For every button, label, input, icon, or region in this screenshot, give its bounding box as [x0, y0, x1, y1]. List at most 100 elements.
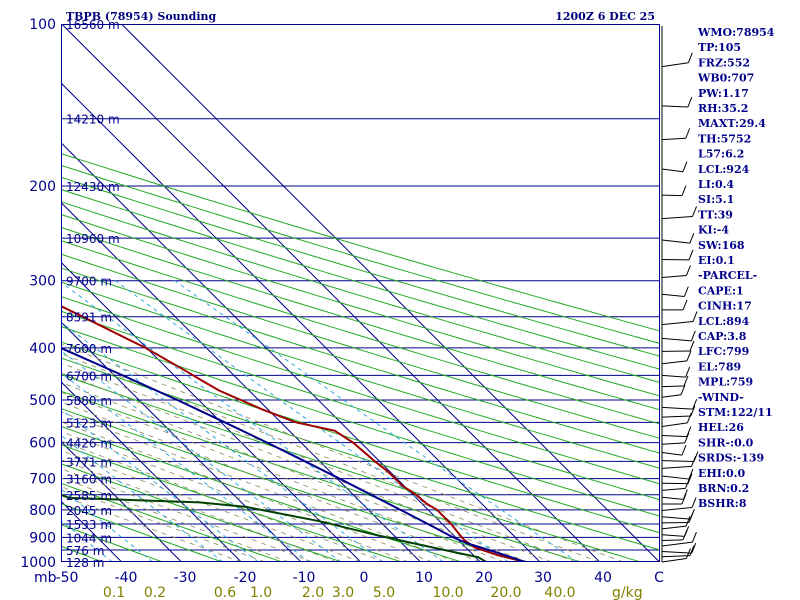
- pressure-tick-label: 600: [29, 436, 56, 452]
- wind-barb-staff: [661, 442, 685, 445]
- height-label: 1044 m: [66, 531, 112, 545]
- wind-barb-flag: [680, 384, 686, 395]
- wind-barb-staff: [661, 385, 684, 388]
- wind-barb: [662, 493, 687, 505]
- dry-adiabat-line: [62, 311, 660, 501]
- wind-barb: [661, 426, 692, 438]
- sounding-index: -PARCEL-: [698, 269, 757, 282]
- height-label: 6700 m: [66, 369, 112, 383]
- dry-adiabat-line: [62, 426, 462, 562]
- wind-barb-staff: [661, 534, 685, 537]
- moist-adiabat-line: [62, 392, 505, 562]
- wind-barb-staff: [661, 105, 688, 108]
- wind-barb-staff: [661, 239, 690, 244]
- sounding-index: BRN:0.2: [698, 482, 749, 495]
- wind-barb-staff: [661, 274, 687, 279]
- height-label: 128 m: [66, 556, 104, 570]
- wind-barb: [661, 512, 694, 524]
- sounding-index: CAPE:1: [698, 284, 744, 297]
- wind-barb: [661, 468, 694, 480]
- height-label: 16560 m: [66, 18, 120, 32]
- wind-barb: [661, 375, 689, 388]
- wind-barb-flag: [681, 493, 687, 505]
- wind-barb-staff: [661, 557, 687, 563]
- wind-barb: [661, 384, 686, 398]
- pressure-tick-label: 400: [29, 341, 56, 357]
- wind-barb-flag: [685, 265, 691, 276]
- isotherm-line: [62, 202, 421, 562]
- wind-barb-staff: [661, 555, 690, 558]
- dry-adiabat-line: [62, 189, 660, 370]
- parcel-path-line: [62, 347, 526, 562]
- isotherm-line: [62, 143, 481, 562]
- wind-barb-staff: [661, 487, 686, 491]
- wind-barb-staff: [661, 374, 686, 378]
- pressure-tick-label: 700: [29, 472, 56, 488]
- wind-barb-flag: [682, 529, 688, 541]
- pressure-tick-label: 100: [29, 17, 56, 33]
- sounding-index: CAP:3.8: [698, 330, 747, 343]
- wind-barb-flag: [683, 286, 689, 297]
- moist-adiabat-line: [62, 372, 553, 562]
- moist-adiabat-line: [62, 431, 409, 562]
- wind-barb: [661, 286, 689, 298]
- temperature-tick-label: -20: [234, 570, 257, 586]
- isotherm-line: [62, 83, 541, 562]
- dry-adiabat-line: [62, 463, 343, 562]
- wind-barb-flag: [689, 545, 695, 556]
- temperature-tick-label: 40: [594, 570, 612, 586]
- pressure-tick-label: 300: [29, 274, 56, 290]
- wind-barb-flag: [690, 405, 696, 417]
- wind-barb: [661, 478, 690, 491]
- moist-adiabat-line: [62, 440, 385, 562]
- wind-barb-staff: [661, 516, 691, 520]
- sounding-index: MAXT:29.4: [698, 117, 766, 130]
- moist-adiabat-line: [62, 421, 433, 562]
- dry-adiabat-line: [62, 165, 660, 345]
- wind-barb-flag: [685, 478, 690, 489]
- wind-barb-staff: [661, 394, 682, 398]
- temperature-tick-label: -30: [174, 570, 197, 586]
- wind-barb-staff: [661, 541, 693, 547]
- sounding-index: LCL:924: [698, 163, 750, 176]
- wind-barb-staff: [661, 137, 686, 141]
- sounding-index: WB0:707: [697, 72, 754, 85]
- height-label: 3771 m: [66, 455, 112, 469]
- isotherm-line: [62, 24, 601, 562]
- dry-adiabat-line: [62, 391, 582, 562]
- height-label: 5880 m: [66, 394, 112, 408]
- isotherm-line: [62, 382, 242, 562]
- pressure-tick-label: 800: [29, 503, 56, 519]
- height-label: 7600 m: [66, 342, 112, 356]
- moist-adiabat-line: [62, 344, 624, 562]
- sounding-index: KI:-4: [698, 224, 729, 237]
- dry-adiabat-line: [62, 374, 641, 562]
- moist-adiabat-line: [62, 402, 481, 562]
- mixing-ratio-line: [62, 350, 342, 562]
- wind-barb-flag: [682, 299, 688, 311]
- wind-barb-flag: [691, 531, 697, 543]
- dry-adiabat-line: [62, 153, 660, 332]
- sounding-time: 1200Z 6 DEC 25: [555, 10, 655, 23]
- sounding-index: TP:105: [698, 41, 741, 54]
- dry-adiabat-line: [62, 227, 660, 411]
- wind-barb-staff: [661, 539, 683, 541]
- temperature-tick-label: 20: [475, 570, 493, 586]
- sounding-index: RH:35.2: [698, 102, 748, 115]
- wind-barb-staff: [661, 194, 682, 197]
- wind-barb-staff: [661, 406, 693, 410]
- isotherm-line: [121, 24, 660, 562]
- height-label: 14210 m: [66, 113, 120, 127]
- wind-barb: [661, 249, 694, 261]
- wind-barb: [661, 350, 692, 365]
- moist-adiabat-line: [62, 353, 600, 562]
- wind-barb-flag: [692, 398, 698, 410]
- dry-adiabat-line: [62, 240, 660, 425]
- wind-barb-flag: [686, 350, 692, 362]
- height-label: 9700 m: [66, 275, 112, 289]
- mixing-ratio-tick-label: 10.0: [432, 585, 463, 600]
- wind-barb-flag: [681, 185, 687, 196]
- pressure-tick-label: 200: [29, 179, 56, 195]
- sounding-index: SRDS:-139: [698, 452, 764, 465]
- sounding-index: TT:39: [698, 208, 733, 221]
